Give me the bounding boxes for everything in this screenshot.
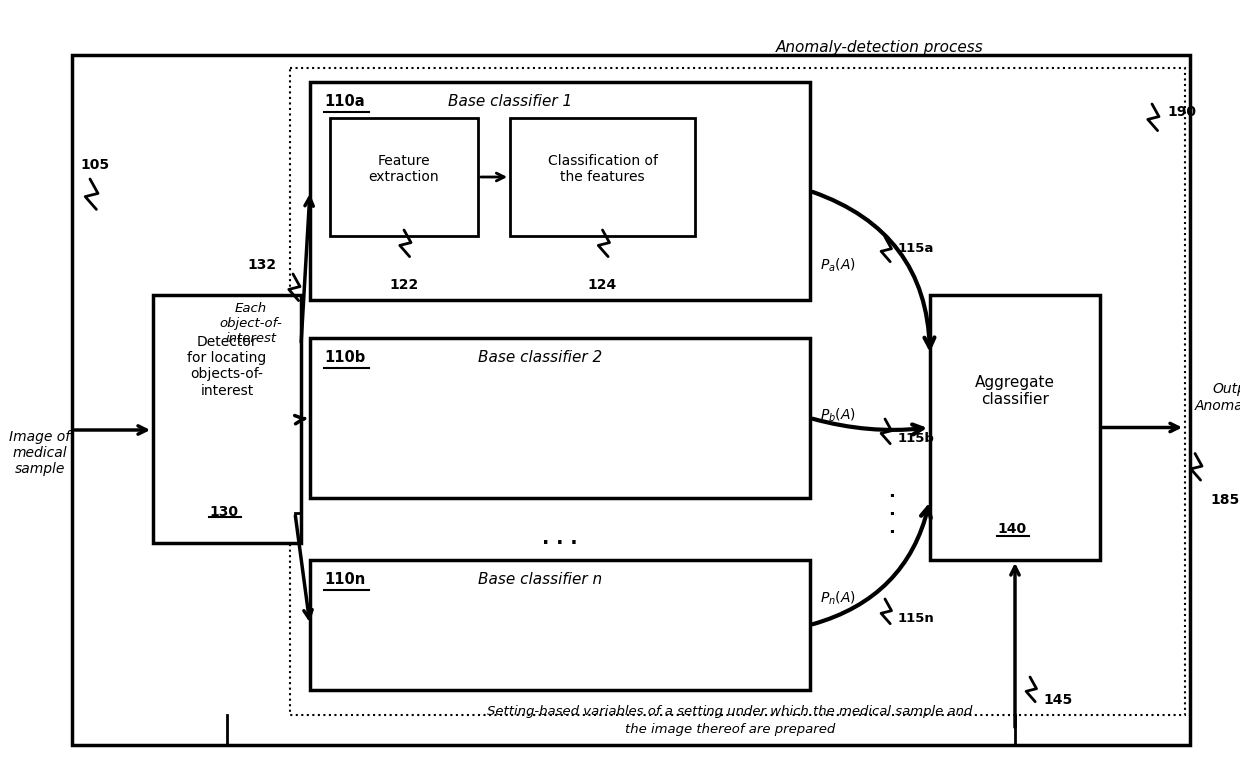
Text: .: .	[889, 483, 895, 501]
Text: 115n: 115n	[898, 612, 935, 625]
Text: $P_a(A)$: $P_a(A)$	[820, 256, 856, 274]
Text: 140: 140	[997, 522, 1027, 536]
Text: Aggregate
classifier: Aggregate classifier	[975, 375, 1055, 408]
Text: 115a: 115a	[898, 241, 935, 254]
Text: Classification of
the features: Classification of the features	[548, 154, 657, 184]
Text: 110b: 110b	[324, 350, 366, 365]
Text: 105: 105	[81, 158, 109, 172]
Text: Feature
extraction: Feature extraction	[368, 154, 439, 184]
Bar	[330, 118, 477, 236]
Text: 145: 145	[1043, 693, 1073, 707]
Text: 110a: 110a	[324, 94, 365, 109]
Text: 132: 132	[248, 258, 277, 272]
Bar	[510, 118, 694, 236]
Text: 185: 185	[1210, 492, 1239, 506]
Text: Anomaly-detection process: Anomaly-detection process	[776, 40, 983, 55]
Bar	[290, 68, 1185, 715]
Text: 130: 130	[210, 505, 238, 519]
Text: Output
Anomal(ies): Output Anomal(ies)	[1195, 383, 1240, 412]
Bar	[72, 55, 1190, 745]
Bar	[310, 560, 810, 690]
Text: Detector
for locating
objects-of-
interest: Detector for locating objects-of- intere…	[187, 335, 267, 398]
Bar	[310, 82, 810, 300]
Bar	[310, 338, 810, 498]
Text: Each
object-of-
interest: Each object-of- interest	[219, 302, 281, 345]
Text: 124: 124	[588, 278, 618, 292]
Text: 122: 122	[389, 278, 419, 292]
Text: .: .	[889, 501, 895, 519]
Text: $P_n(A)$: $P_n(A)$	[820, 589, 856, 607]
Text: $P_b(A)$: $P_b(A)$	[820, 406, 856, 424]
Text: Image of
medical
sample: Image of medical sample	[10, 430, 71, 476]
Text: . . .: . . .	[542, 528, 578, 548]
Bar	[930, 295, 1100, 560]
Bar	[153, 295, 301, 543]
Text: Base classifier n: Base classifier n	[477, 572, 603, 587]
Text: 190: 190	[1167, 105, 1197, 119]
Text: Setting-based variables of a setting under which the medical sample and: Setting-based variables of a setting und…	[487, 705, 972, 718]
Text: the image thereof are prepared: the image thereof are prepared	[625, 723, 835, 736]
Text: Base classifier 2: Base classifier 2	[477, 350, 603, 365]
Text: 115b: 115b	[898, 432, 935, 444]
Text: .: .	[889, 519, 895, 537]
Text: Base classifier 1: Base classifier 1	[448, 94, 572, 109]
Text: 110n: 110n	[324, 572, 366, 587]
